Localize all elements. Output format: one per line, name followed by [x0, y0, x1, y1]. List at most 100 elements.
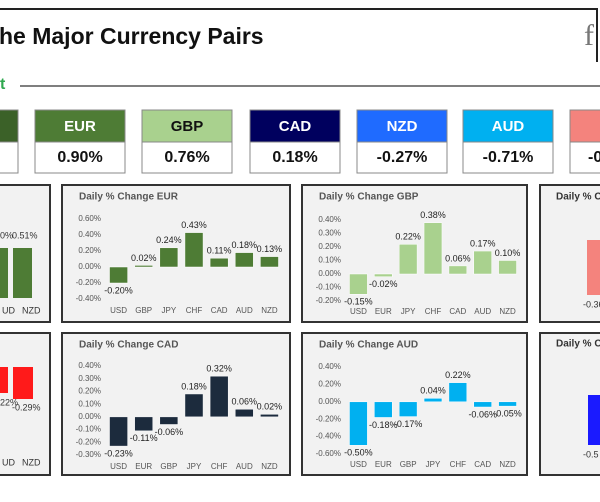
tile-value: -0.	[588, 149, 600, 166]
value-label: 0.38%	[420, 210, 446, 220]
y-tick-label: -0.20%	[76, 437, 101, 446]
tile-value-box	[356, 141, 448, 174]
tile-value: 0.90%	[57, 149, 102, 166]
bar	[448, 382, 468, 403]
x-tick-label: USD	[110, 306, 127, 315]
partial-text: NZD	[22, 457, 41, 467]
value-label: -0.02%	[369, 279, 398, 289]
partial-text: -0.29%	[12, 402, 41, 412]
x-tick-label: CHF	[186, 306, 203, 315]
y-tick-label: -0.40%	[316, 432, 341, 441]
tile-value-box	[249, 141, 341, 174]
y-tick-label: 0.40%	[78, 230, 101, 239]
bar-fragment	[588, 395, 600, 445]
x-tick-label: NZD	[261, 306, 278, 315]
bar	[498, 401, 517, 407]
x-tick-label: NZD	[499, 307, 516, 316]
bar	[159, 416, 179, 425]
bar	[498, 260, 517, 275]
value-label: -0.17%	[394, 419, 423, 429]
bar	[109, 266, 128, 284]
partial-text: 0%	[0, 230, 13, 240]
value-label: -0.23%	[104, 448, 133, 458]
x-tick-label: NZD	[261, 462, 278, 471]
x-tick-label: CHF	[211, 462, 228, 471]
x-tick-label: GBP	[135, 306, 152, 315]
value-label: -0.15%	[344, 297, 373, 307]
tile-value-box	[462, 141, 554, 174]
value-label: 0.24%	[156, 235, 182, 245]
y-tick-label: -0.60%	[316, 449, 341, 458]
x-tick-label: USD	[350, 460, 367, 469]
x-tick-label: AUD	[236, 462, 253, 471]
x-tick-label: NZD	[499, 460, 516, 469]
tile-value-box	[34, 141, 126, 174]
bar	[184, 393, 204, 418]
bar	[374, 273, 393, 277]
tile-name: NZD	[387, 118, 418, 135]
x-tick-label: EUR	[375, 307, 392, 316]
value-label: -0.20%	[104, 285, 133, 295]
partial-text: 0.51%	[12, 230, 38, 240]
x-tick-label: CAD	[211, 306, 228, 315]
y-tick-label: 0.20%	[318, 380, 341, 389]
x-tick-label: AUD	[474, 307, 491, 316]
tile-value-box	[141, 141, 233, 174]
x-tick-label: CAD	[474, 460, 491, 469]
value-label: 0.18%	[232, 240, 258, 250]
x-tick-label: JPY	[426, 460, 441, 469]
value-label: -0.06%	[155, 427, 184, 437]
y-tick-label: 0.30%	[318, 229, 341, 238]
x-tick-label: USD	[350, 307, 367, 316]
x-tick-label: GBP	[400, 460, 417, 469]
tile-value: 0.76%	[164, 149, 209, 166]
value-label: 0.13%	[257, 244, 283, 254]
bar	[473, 250, 492, 275]
tile-header	[356, 109, 448, 143]
x-tick-label: CHF	[425, 307, 442, 316]
tile-header	[0, 109, 19, 143]
partial-text: NZD	[22, 305, 41, 315]
value-label: 0.06%	[445, 253, 471, 263]
tile-value: -0.71%	[483, 149, 534, 166]
y-tick-label: -0.10%	[316, 283, 341, 292]
value-label: 0.06%	[232, 397, 258, 407]
value-label: 0.04%	[420, 386, 446, 396]
y-tick-label: 0.00%	[78, 412, 101, 421]
bar	[374, 401, 393, 418]
bar	[134, 416, 154, 432]
x-tick-label: JPY	[401, 307, 416, 316]
y-tick-label: 0.30%	[78, 374, 101, 383]
y-tick-label: 0.20%	[78, 246, 101, 255]
value-label: -0.11%	[130, 433, 158, 443]
bar	[349, 273, 368, 295]
chart-title: Daily % Change GBP	[319, 192, 419, 203]
value-label: 0.22%	[445, 370, 471, 380]
y-tick-label: 0.20%	[318, 242, 341, 251]
chart-title: Daily % Change CAD	[79, 340, 178, 351]
logo: f	[584, 19, 594, 52]
partial-text: Daily % Change	[556, 339, 600, 350]
y-tick-label: 0.40%	[78, 361, 101, 370]
x-tick-label: USD	[110, 462, 127, 471]
y-tick-label: -0.40%	[76, 294, 101, 303]
y-tick-label: -0.20%	[316, 414, 341, 423]
bar	[234, 252, 254, 268]
y-tick-label: -0.20%	[76, 278, 101, 287]
bar	[260, 256, 279, 268]
partial-text: -0.5	[583, 449, 599, 459]
bar-fragment	[13, 367, 33, 399]
value-label: 0.22%	[395, 232, 421, 242]
bar	[209, 257, 229, 268]
y-tick-label: 0.00%	[318, 397, 341, 406]
value-label: -0.06%	[468, 409, 497, 419]
bar	[260, 414, 279, 418]
value-label: 0.18%	[181, 381, 207, 391]
value-label: -0.50%	[344, 448, 373, 458]
value-label: -0.05%	[493, 409, 522, 419]
value-label: 0.02%	[257, 402, 283, 412]
y-tick-label: 0.00%	[78, 262, 101, 271]
y-tick-label: 0.40%	[318, 362, 341, 371]
x-tick-label: EUR	[135, 462, 152, 471]
bar	[448, 265, 468, 275]
